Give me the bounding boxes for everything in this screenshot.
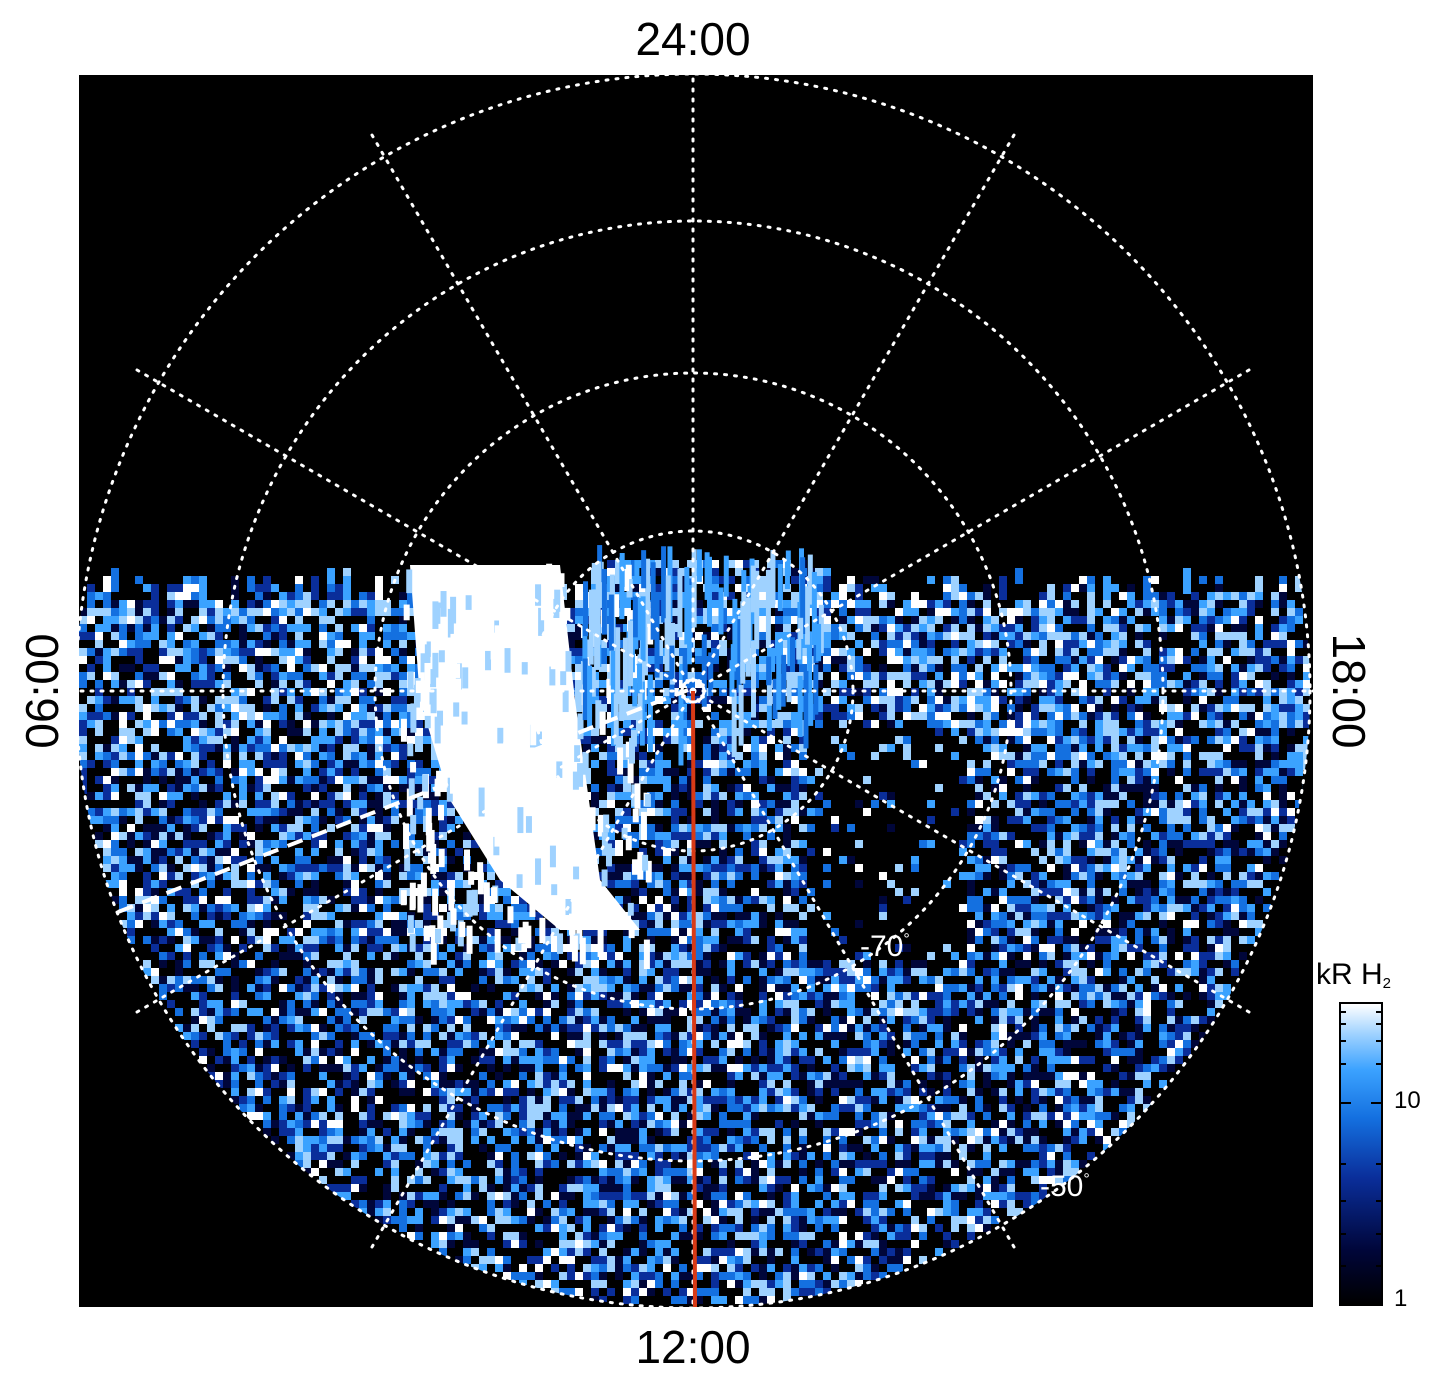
colorbar-tick-1: 1: [1394, 1285, 1408, 1312]
colorbar: [1339, 1002, 1383, 1306]
local-time-label-left: 06:00: [16, 633, 68, 749]
local-time-label-bottom: 12:00: [635, 1321, 751, 1373]
local-time-label-top: 24:00: [635, 13, 751, 65]
pole-marker: [680, 678, 706, 704]
colorbar-tick-10: 10: [1394, 1087, 1421, 1114]
latitude-label-50: -50°: [1040, 1170, 1090, 1203]
latitude-label-70: -70°: [860, 930, 910, 963]
dashed-boundary-line: [117, 688, 689, 914]
colorbar-title: kR H2: [1316, 958, 1392, 992]
local-time-label-right: 18:00: [1323, 633, 1375, 749]
emission-field: [79, 545, 1310, 1304]
noon-meridian-line: [691, 690, 697, 1308]
